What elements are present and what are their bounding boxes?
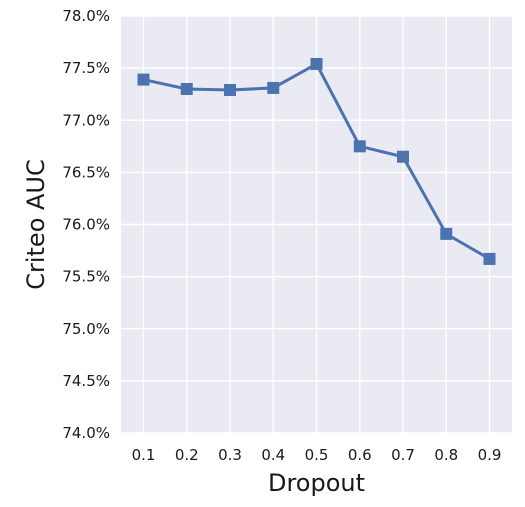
x-axis-label: Dropout: [268, 469, 365, 497]
y-tick-label: 78.0%: [62, 7, 110, 25]
data-point-marker: [310, 57, 323, 70]
y-tick-labels: 74.0% 74.5% 75.0% 75.5% 76.0% 76.5% 77.0% 77.5%…: [62, 7, 110, 442]
x-tick-label: 0.2: [175, 446, 199, 464]
y-tick-label: 77.0%: [62, 111, 110, 129]
data-point-marker: [137, 73, 150, 86]
data-point-marker: [397, 150, 409, 163]
data-point-marker: [483, 252, 496, 265]
data-point-marker: [353, 140, 366, 153]
y-tick-label: 76.0%: [62, 216, 110, 234]
data-point-marker: [267, 81, 280, 94]
y-axis-label: Criteo AUC: [22, 159, 50, 290]
data-point-marker: [440, 227, 453, 240]
x-tick-label: 0.8: [434, 446, 458, 464]
x-tick-label: 0.3: [218, 446, 242, 464]
y-tick-label: 75.5%: [62, 268, 110, 286]
x-tick-label: 0.4: [261, 446, 285, 464]
x-tick-labels: 0.1 0.2 0.3 0.4 0.5 0.6 0.7 0.8 0.9: [132, 446, 502, 464]
y-tick-label: 74.0%: [62, 424, 110, 442]
data-point-marker: [224, 84, 236, 97]
x-tick-label: 0.7: [391, 446, 415, 464]
y-tick-label: 76.5%: [62, 163, 110, 181]
data-point-marker: [180, 82, 193, 95]
x-tick-label: 0.6: [348, 446, 372, 464]
grid-lines: [121, 15, 512, 434]
y-tick-label: 74.5%: [62, 372, 110, 390]
x-tick-label: 0.9: [478, 446, 502, 464]
y-tick-label: 75.0%: [62, 320, 110, 338]
series-group: [137, 57, 496, 265]
y-tick-label: 77.5%: [62, 59, 110, 77]
x-tick-label: 0.5: [305, 446, 329, 464]
x-tick-label: 0.1: [132, 446, 156, 464]
